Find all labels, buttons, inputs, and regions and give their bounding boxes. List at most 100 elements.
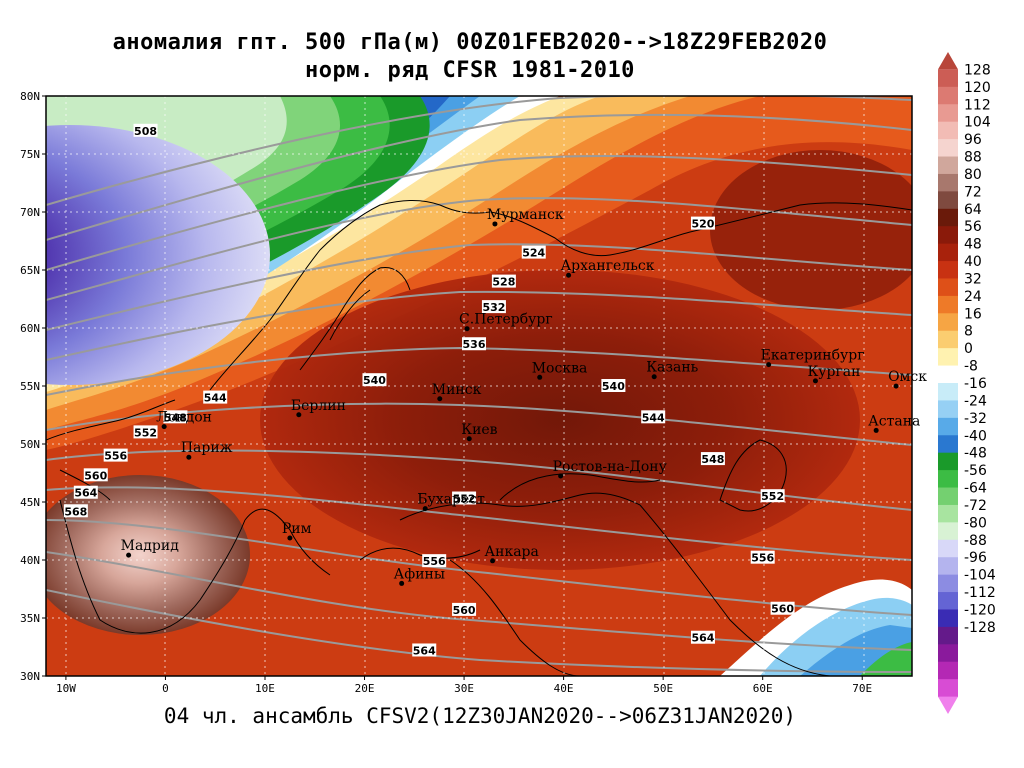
contour-label: 564 <box>412 643 437 657</box>
colorbar-label: 72 <box>964 184 982 200</box>
colorbar-swatch <box>938 452 958 471</box>
colorbar-label: 56 <box>964 219 982 235</box>
colorbar-swatch <box>938 679 958 698</box>
city-dot <box>287 535 293 541</box>
contour-label: 520 <box>690 216 715 231</box>
city-marker: Рим <box>282 521 312 541</box>
colorbar-swatch <box>938 557 958 576</box>
contour-label: 528 <box>491 274 516 289</box>
city-dot <box>537 374 543 380</box>
contour-label: 568 <box>63 504 88 518</box>
city-label: Берлин <box>291 398 346 414</box>
city-label: Астана <box>868 413 920 429</box>
svg-text:524: 524 <box>522 247 545 260</box>
colorbar-label: 0 <box>964 341 973 357</box>
colorbar-swatch <box>938 121 958 140</box>
svg-text:564: 564 <box>691 632 714 645</box>
contour-label: 564 <box>690 630 715 645</box>
colorbar-label: 104 <box>964 115 991 131</box>
contour-label: 548 <box>700 452 725 466</box>
colorbar-label: 88 <box>964 150 982 166</box>
contour-label: 556 <box>422 554 447 568</box>
city-dot <box>399 580 405 586</box>
city-label: Казань <box>646 360 698 376</box>
colorbar-label: 24 <box>964 289 982 305</box>
colorbar-swatch <box>938 173 958 192</box>
colorbar-swatch <box>938 644 958 663</box>
svg-text:544: 544 <box>204 392 227 405</box>
city-marker: Анкара <box>485 544 539 564</box>
city-label: Архангельск <box>561 258 655 274</box>
colorbar-swatch <box>938 226 958 245</box>
colorbar-swatch <box>938 383 958 401</box>
city-marker: Курган <box>807 364 860 384</box>
contour-label: 560 <box>452 602 477 617</box>
graticule <box>46 96 912 676</box>
city-marker: Париж <box>181 440 233 460</box>
city-label: Киев <box>461 422 497 438</box>
colorbar-swatch <box>938 417 958 436</box>
colorbar-label: -32 <box>964 411 987 427</box>
colorbar-swatch <box>938 278 958 297</box>
contour-label: 536 <box>462 337 487 351</box>
city-dot <box>490 558 496 564</box>
colorbar-label: -64 <box>964 481 987 497</box>
lon-tick-label: 40E <box>554 682 574 695</box>
colorbar-label: 32 <box>964 271 982 287</box>
colorbar-label: 96 <box>964 132 982 148</box>
colorbar-swatch <box>938 539 958 558</box>
colorbar-swatch <box>938 104 958 123</box>
lon-tick-label: 70E <box>852 682 872 695</box>
contour-label: 540 <box>601 379 626 393</box>
colorbar-label: 40 <box>964 254 982 270</box>
contour-label: 544 <box>641 410 666 424</box>
contour-labels: 508 520 524 528 532 536 540 540 544 544 548 548 552 5… <box>63 123 795 657</box>
city-marker: Казань <box>646 360 699 380</box>
colorbar-swatch <box>938 191 958 210</box>
city-dot <box>126 552 132 558</box>
longitude-axis: 10W 0 10E 20E 30E 40E 50E 60E 70E <box>56 676 872 695</box>
svg-text:560: 560 <box>84 469 107 482</box>
lat-tick-label: 45N <box>20 496 40 509</box>
svg-text:508: 508 <box>134 125 157 138</box>
colorbar-swatch <box>938 400 958 419</box>
lat-tick-label: 55N <box>20 380 40 393</box>
colorbar-swatch <box>938 261 958 279</box>
colorbar-label: 16 <box>964 306 982 322</box>
city-label: Рим <box>282 521 312 537</box>
city-label: Мадрид <box>121 538 180 554</box>
city-label: Москва <box>532 360 588 376</box>
contour-label: 524 <box>521 245 546 260</box>
svg-text:552: 552 <box>134 426 157 439</box>
city-marker: Архангельск <box>561 258 655 278</box>
city-label: Екатеринбург <box>761 348 865 364</box>
colorbar-swatch <box>938 574 958 593</box>
city-dot <box>651 374 657 380</box>
contour-label: 548 <box>163 410 188 424</box>
city-marker: Мадрид <box>121 538 180 558</box>
colorbar-swatch <box>938 365 958 384</box>
lon-tick-label: 20E <box>355 682 375 695</box>
colorbar-swatch <box>938 661 958 680</box>
city-marker: Минск <box>432 382 482 402</box>
city-dot <box>437 396 443 402</box>
city-dot <box>186 454 192 460</box>
contour-label: 532 <box>481 300 506 314</box>
city-dot <box>466 436 472 442</box>
city-dot <box>766 362 772 368</box>
lon-tick-label: 50E <box>653 682 673 695</box>
city-marker: Москва <box>532 360 588 380</box>
colorbar-swatch <box>938 470 958 489</box>
colorbar-label: -112 <box>964 585 996 601</box>
city-marker: Бухарест <box>417 492 485 512</box>
lat-tick-label: 50N <box>20 438 40 451</box>
colorbar-label: 80 <box>964 167 982 183</box>
colorbar-swatch <box>938 52 958 70</box>
colorbar-label: -104 <box>964 568 996 584</box>
lat-tick-label: 35N <box>20 612 40 625</box>
city-marker: Киев <box>461 422 498 442</box>
svg-text:548: 548 <box>164 411 187 424</box>
svg-text:544: 544 <box>642 411 665 424</box>
svg-text:564: 564 <box>413 644 436 657</box>
